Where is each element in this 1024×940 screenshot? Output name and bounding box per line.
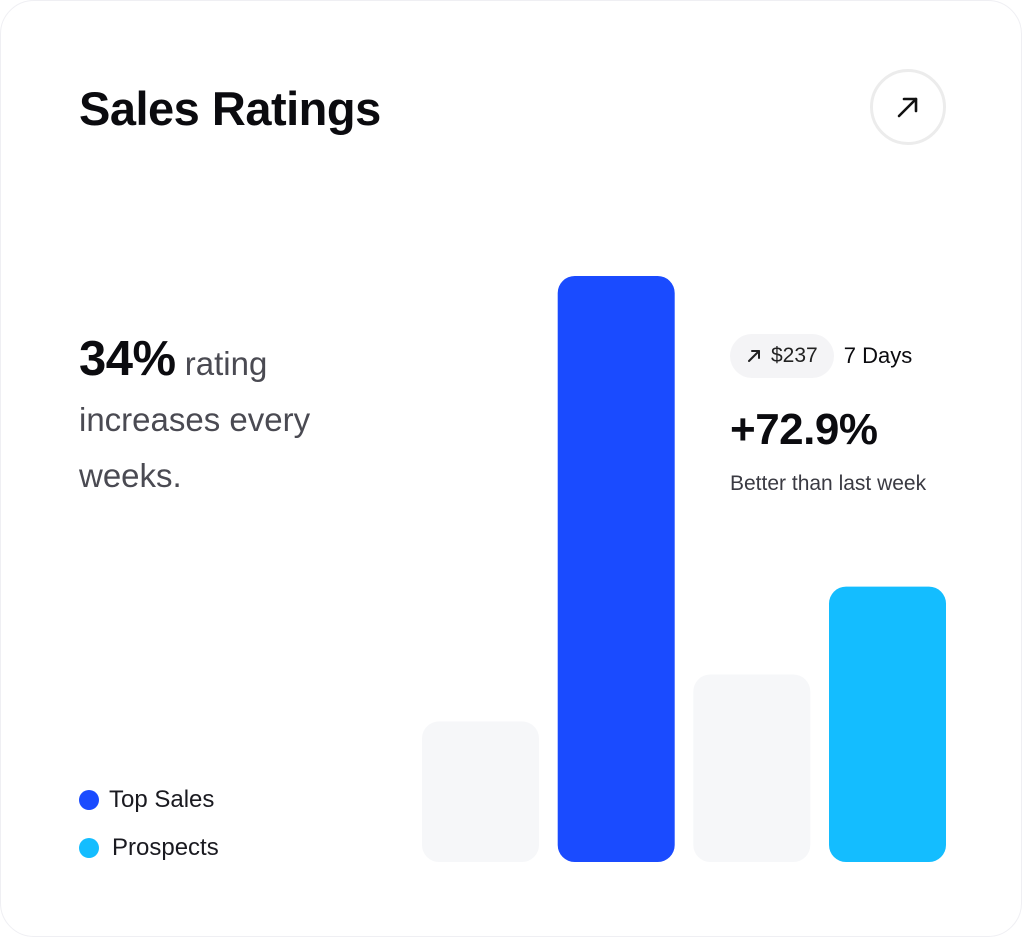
legend-item-prospects: Prospects (79, 829, 219, 867)
legend-item-top-sales: Top Sales (79, 781, 219, 819)
chart-legend: Top Sales Prospects (79, 781, 219, 877)
legend-dot-prospects (79, 838, 99, 858)
stats-panel: $237 7 Days +72.9% Better than last week (730, 334, 970, 496)
delta-value: $237 (771, 344, 818, 367)
legend-label: Prospects (112, 834, 219, 861)
bar-3 (693, 674, 811, 862)
rating-summary-text: rating increases every weeks. (79, 345, 311, 494)
arrow-up-right-icon (748, 350, 760, 362)
open-details-button[interactable] (870, 69, 946, 145)
legend-label: Top Sales (109, 786, 215, 813)
rating-percent: 34% (79, 332, 176, 386)
change-percent: +72.9% (730, 405, 878, 454)
rating-summary: 34% rating increases every weeks. (79, 331, 379, 504)
period-label: 7 Days (843, 343, 913, 368)
bar-4 (829, 586, 946, 862)
delta-badge: $237 (730, 334, 834, 378)
comparison-note: Better than last week (730, 472, 927, 495)
legend-dot-top-sales (79, 790, 99, 810)
bar-1 (422, 721, 539, 862)
arrow-up-right-icon (897, 97, 918, 118)
bar-2 (557, 276, 675, 862)
card-title: Sales Ratings (79, 82, 381, 135)
